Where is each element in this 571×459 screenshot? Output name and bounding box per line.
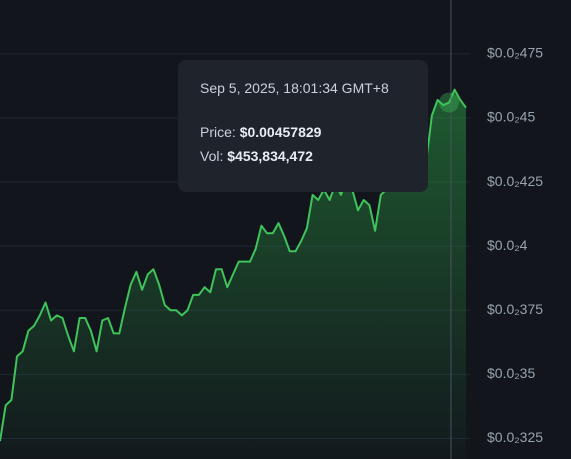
y-tick-label: $0.0₂4 bbox=[487, 237, 528, 253]
vol-label: Vol: bbox=[200, 148, 224, 164]
price-label: Price: bbox=[200, 124, 236, 140]
area-fill bbox=[0, 89, 466, 459]
y-tick-label: $0.0₂325 bbox=[487, 429, 543, 445]
vol-value: $453,834,472 bbox=[227, 148, 313, 164]
hover-dot bbox=[438, 92, 459, 113]
y-tick-label: $0.0₂375 bbox=[487, 301, 543, 317]
tooltip-date: Sep 5, 2025, 18:01:34 GMT+8 bbox=[200, 80, 389, 96]
y-tick-label: $0.0₂45 bbox=[487, 109, 535, 125]
price-value: $0.00457829 bbox=[239, 124, 322, 140]
tooltip: Sep 5, 2025, 18:01:34 GMT+8 Price: $0.00… bbox=[178, 60, 428, 192]
tooltip-price-row: Price: $0.00457829 bbox=[200, 124, 406, 140]
y-tick-label: $0.0₂425 bbox=[487, 173, 543, 189]
y-tick-label: $0.0₂475 bbox=[487, 45, 543, 61]
y-tick-label: $0.0₂35 bbox=[487, 365, 535, 381]
tooltip-vol-row: Vol: $453,834,472 bbox=[200, 148, 406, 164]
